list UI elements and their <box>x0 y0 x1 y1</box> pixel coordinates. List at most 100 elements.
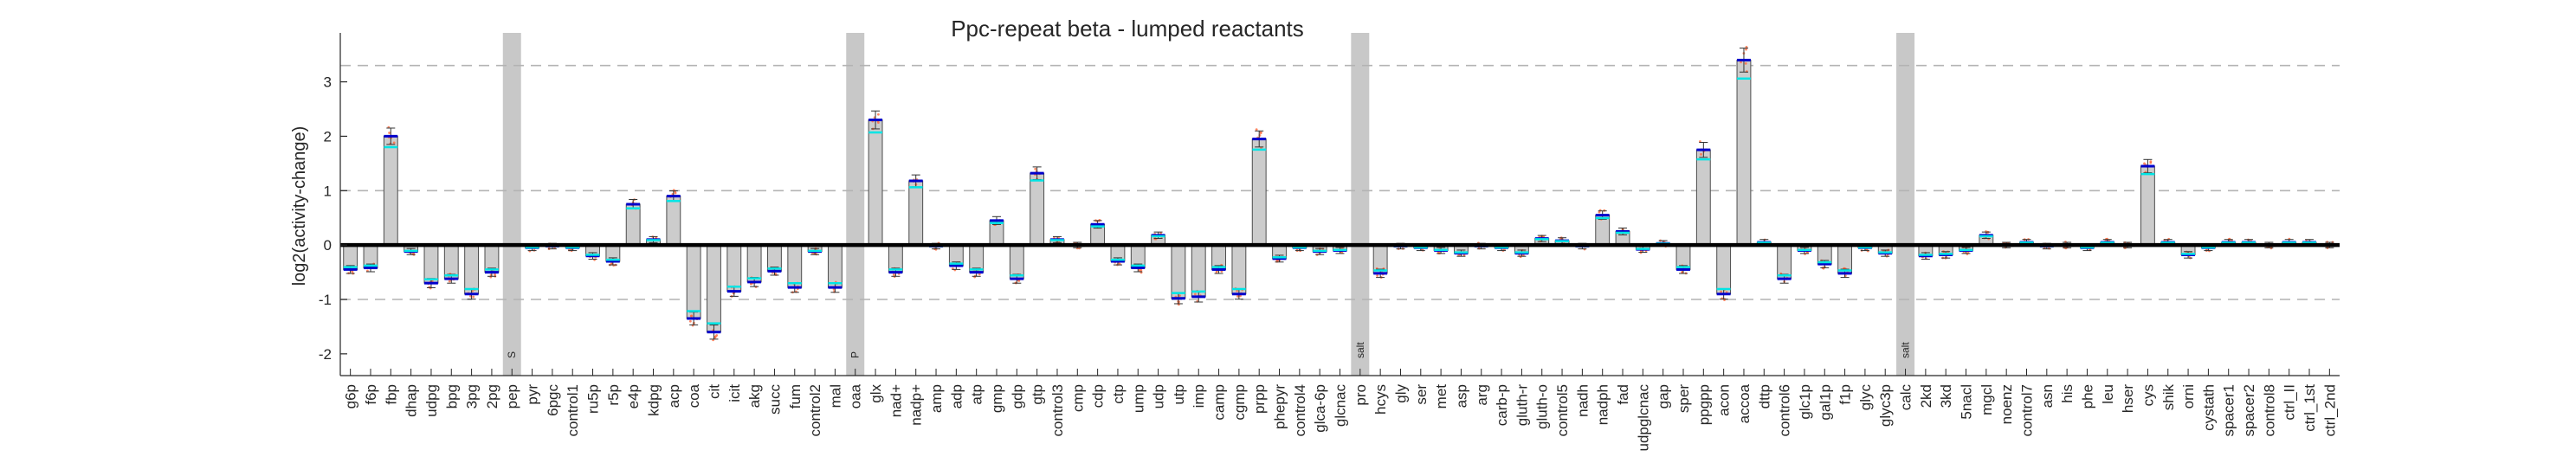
x-tick-label: glyc <box>1857 384 1874 411</box>
x-tick-label: mgcl <box>1979 384 1995 415</box>
x-tick-label: e4p <box>625 384 642 408</box>
x-tick-label: nadh <box>1574 384 1591 417</box>
replicate-point <box>1259 131 1262 134</box>
data-bar <box>1030 172 1045 246</box>
y-tick-label: 1 <box>324 183 332 199</box>
x-tick-label: nadph <box>1595 384 1611 425</box>
x-tick-label: gluth-o <box>1534 384 1551 429</box>
replicate-point <box>2149 161 2153 164</box>
data-bar <box>1191 244 1206 298</box>
x-tick-label: succ <box>766 384 783 415</box>
data-bar <box>625 203 641 246</box>
x-tick-label: carb-p <box>1494 384 1510 426</box>
divider-label: salt <box>1354 342 1366 358</box>
replicate-point <box>892 273 895 276</box>
x-tick-label: cmp <box>1069 384 1086 412</box>
x-tick-label: control4 <box>1292 384 1308 436</box>
x-tick-label: oaa <box>848 383 864 408</box>
x-tick-label: imp <box>1191 384 1207 408</box>
replicate-point <box>1034 167 1037 170</box>
x-tick-label: pep <box>504 384 520 408</box>
x-tick-label: prpp <box>1251 384 1268 414</box>
x-tick-label: kdpg <box>646 384 662 416</box>
replicate-point <box>877 113 880 116</box>
x-tick-label: glx <box>868 384 884 403</box>
replicate-point <box>978 273 981 276</box>
replicate-point <box>448 280 451 283</box>
x-tick-label: glcnac <box>1333 384 1349 428</box>
reference-line-group <box>340 64 2340 300</box>
x-tick-label: coa <box>686 383 702 408</box>
x-tick-label: gal1p <box>1817 384 1833 421</box>
x-tick-label: hser <box>2120 384 2136 413</box>
x-tick-label: control7 <box>2018 384 2035 436</box>
divider-label: P <box>849 351 862 358</box>
replicate-point <box>1745 48 1747 51</box>
x-tick-label: gmp <box>989 384 1005 413</box>
replicate-point <box>1700 152 1702 156</box>
x-tick-label: 2kd <box>1918 384 1934 408</box>
x-tick-label: f6p <box>363 384 379 405</box>
x-tick-label: amp <box>928 384 945 413</box>
x-tick-label: camp <box>1211 384 1228 421</box>
x-tick-label: 3pg <box>464 384 481 408</box>
x-tick-label: asn <box>2039 384 2056 408</box>
replicate-point <box>1745 45 1748 48</box>
replicate-point <box>472 295 475 299</box>
x-tick-label: cdp <box>1090 384 1107 408</box>
x-tick-label: udp <box>1151 384 1167 408</box>
replicate-point <box>1138 268 1141 272</box>
replicate-point <box>351 270 354 273</box>
x-tick-label: ctrl_1st <box>2302 384 2318 432</box>
x-tick-label: shik <box>2160 384 2177 411</box>
replicate-point <box>1740 61 1742 64</box>
x-tick-label: acon <box>1716 384 1733 416</box>
x-tick-label: gap <box>1656 384 1672 408</box>
x-tick-label: orni <box>2180 384 2197 408</box>
data-bar <box>908 180 924 246</box>
x-tick-label: ump <box>1130 384 1146 413</box>
x-tick-label: fbp <box>383 384 399 405</box>
error-bar-group <box>345 48 2334 340</box>
data-bar <box>787 244 803 288</box>
x-tick-label: f1p <box>1837 384 1854 405</box>
x-tick-label: cystath <box>2200 384 2217 431</box>
marker-group <box>343 58 2337 334</box>
x-tick-label: asp <box>1453 384 1469 408</box>
replicate-point <box>1193 293 1197 296</box>
data-bar <box>827 244 843 288</box>
x-tick-label: ctrl_2nd <box>2321 384 2338 436</box>
x-tick-label: control5 <box>1554 384 1571 436</box>
data-bar <box>726 244 742 293</box>
data-bar <box>443 244 459 280</box>
x-tick-label: ctrl_II <box>2282 384 2298 421</box>
x-tick-label: glca-6p <box>1312 384 1328 433</box>
x-tick-label: r5p <box>605 384 622 406</box>
y-axis-label: log2(activity-change) <box>290 126 309 286</box>
data-bar <box>707 244 721 333</box>
y-tick-label: -2 <box>319 346 332 363</box>
x-tick-label: acp <box>666 384 682 408</box>
x-tick-label: udpg <box>423 384 440 417</box>
x-tick-label: udpglcnac <box>1635 384 1651 452</box>
data-bar <box>666 196 681 246</box>
x-tick-label: g6p <box>343 384 359 408</box>
x-tick-label: met <box>1433 384 1449 409</box>
x-tick-label: utp <box>1171 384 1187 405</box>
x-tick-label: ppgpp <box>1695 384 1712 425</box>
data-bar <box>1736 59 1752 246</box>
replicate-point <box>388 132 391 134</box>
y-tick-label: -1 <box>319 292 332 308</box>
replicate-point <box>1239 294 1242 298</box>
replicate-point <box>1178 294 1181 298</box>
x-tick-label: ctp <box>1110 384 1127 404</box>
x-tick-label: ser <box>1413 384 1430 405</box>
x-tick-label: cit <box>706 384 722 399</box>
x-tick-label: control2 <box>807 384 823 436</box>
divider-band <box>846 33 865 376</box>
x-tick-label: control8 <box>2261 384 2277 436</box>
y-tick-label: 0 <box>324 237 332 254</box>
x-tick-label: phepyr <box>1272 384 1288 429</box>
